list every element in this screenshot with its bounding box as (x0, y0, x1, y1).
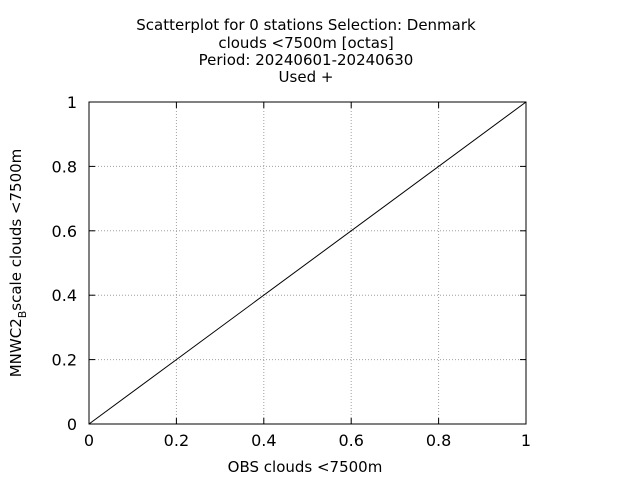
title-line: clouds <7500m [octas] (218, 34, 393, 52)
reference-line-layer (88, 101, 527, 425)
x-axis-label: OBS clouds <7500m (228, 458, 383, 476)
y-axis-label: MNWC2Bscale clouds <7500m (7, 149, 29, 378)
title-line: Scatterplot for 0 stations Selection: De… (136, 16, 476, 34)
y-tick-label: 1 (67, 93, 77, 112)
x-tick-label: 0.6 (338, 431, 363, 450)
x-tick-label: 0.8 (426, 431, 451, 450)
x-tick-label: 0.2 (164, 431, 189, 450)
tick-marks (88, 101, 527, 425)
y-tick-label: 0.2 (52, 351, 77, 370)
y-tick-label: 0.6 (52, 222, 77, 241)
chart-title: Scatterplot for 0 stations Selection: De… (136, 16, 476, 86)
grid-lines (89, 102, 526, 424)
title-line: Used + (279, 68, 334, 86)
y-tick-labels: 0 0.2 0.4 0.6 0.8 1 (52, 93, 77, 434)
y-axis-label-subscript: B (16, 311, 29, 319)
x-tick-label: 0 (84, 431, 94, 450)
x-tick-label: 0.4 (251, 431, 276, 450)
title-line: Period: 20240601-20240630 (199, 51, 414, 69)
y-axis-label-main: MNWC2 (7, 318, 25, 377)
plot-area-border (88, 101, 527, 425)
y-tick-label: 0.8 (52, 157, 77, 176)
y-axis-label-rest: scale clouds <7500m (7, 149, 25, 311)
y-tick-label: 0 (67, 415, 77, 434)
diagonal-reference-line (88, 101, 527, 425)
x-tick-label: 1 (521, 431, 531, 450)
y-tick-label: 0.4 (52, 286, 77, 305)
x-tick-labels: 0 0.2 0.4 0.6 0.8 1 (84, 431, 531, 450)
